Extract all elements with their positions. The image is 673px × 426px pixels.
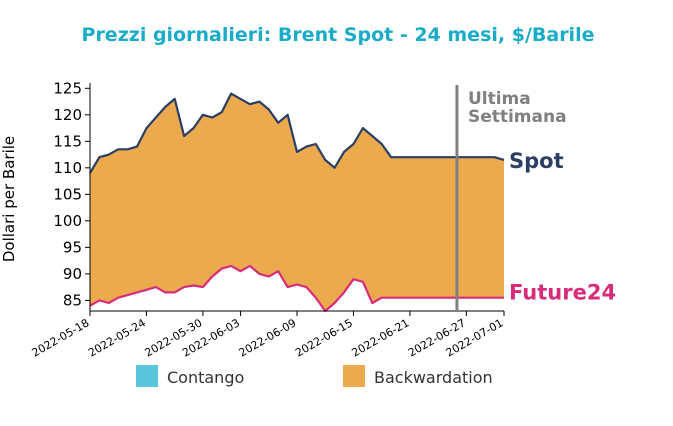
spot-line [89,92,505,174]
spot-end-label: Spot [509,149,564,173]
y-tick-label: 100 [53,212,82,230]
y-tick-label: 110 [53,159,82,177]
x-tick-label: 2022-06-21 [350,316,412,359]
backwardation-area [90,93,504,311]
legend-swatch-contango [136,365,158,387]
legend-label-backwardation: Backwardation [374,368,493,387]
legend-label-contango: Contango [167,368,244,387]
y-tick-label: 115 [53,132,82,150]
x-tick-label: 2022-05-18 [30,316,92,359]
y-axis-label: Dollari per Barile [0,136,18,262]
y-tick-label: 95 [63,238,82,256]
chart-title: Prezzi giornalieri: Brent Spot - 24 mesi… [82,24,595,46]
legend: Contango Backwardation [136,365,493,387]
last-week-label: Ultima [468,89,531,109]
y-tick-label: 105 [53,185,82,203]
legend-swatch-backwardation [343,365,365,387]
plot-area: 8590951001051101151201252022-05-182022-0… [30,79,616,359]
future24-end-label: Future24 [509,281,616,305]
x-tick-label: 2022-06-15 [293,316,355,359]
last-week-label: Settimana [468,107,567,127]
future24-line [89,264,504,313]
y-tick-label: 120 [53,106,82,124]
x-tick-label: 2022-05-24 [86,316,148,359]
y-tick-label: 85 [63,291,82,309]
y-tick-label: 125 [53,79,82,97]
x-tick-label: 2022-06-09 [237,316,299,359]
y-tick-label: 90 [63,265,82,283]
